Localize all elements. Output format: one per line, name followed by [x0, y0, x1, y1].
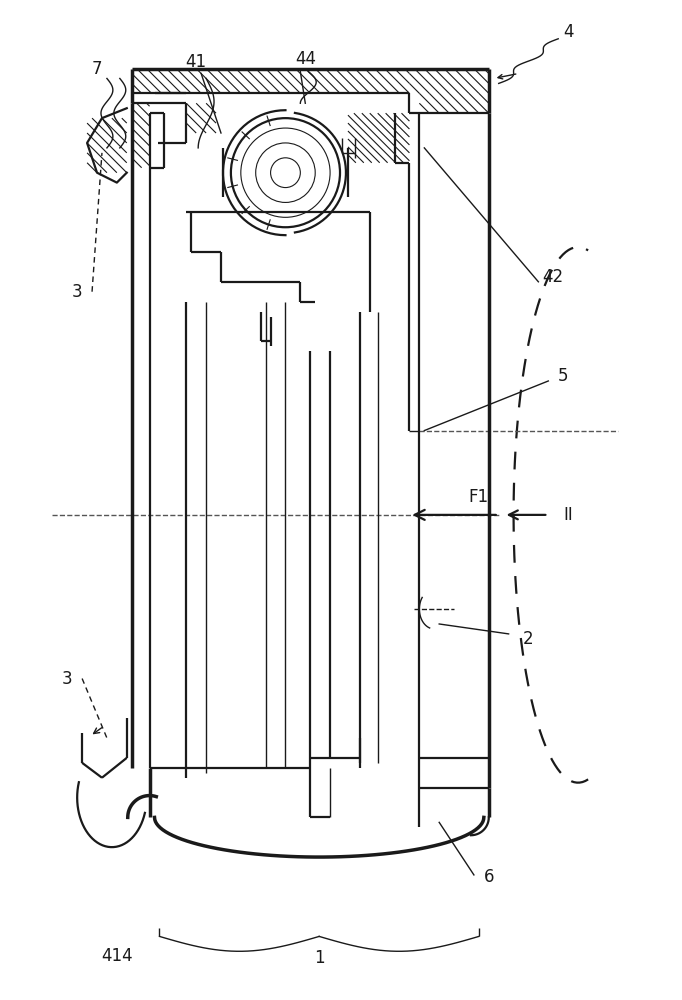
Bar — [348, 113, 409, 163]
Text: 2: 2 — [523, 630, 534, 648]
Text: F1: F1 — [469, 488, 489, 506]
Text: 7: 7 — [92, 60, 102, 78]
Text: 5: 5 — [558, 367, 568, 385]
Text: 3: 3 — [72, 283, 83, 301]
Text: 6: 6 — [484, 868, 494, 886]
Bar — [132, 103, 149, 168]
Text: 1: 1 — [314, 949, 325, 967]
Bar — [186, 103, 206, 143]
Text: 4: 4 — [563, 23, 574, 41]
Bar — [87, 118, 127, 173]
Bar — [409, 69, 489, 93]
Text: 41: 41 — [186, 53, 207, 71]
Text: 3: 3 — [62, 670, 72, 688]
Bar — [132, 69, 409, 93]
Text: II: II — [563, 506, 573, 524]
Bar — [419, 93, 489, 113]
Text: 44: 44 — [295, 50, 316, 68]
Text: 42: 42 — [543, 268, 564, 286]
Bar — [186, 103, 216, 133]
Text: 414: 414 — [101, 947, 133, 965]
